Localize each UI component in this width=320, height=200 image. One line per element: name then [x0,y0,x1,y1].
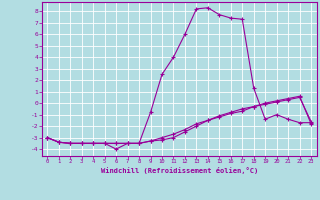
X-axis label: Windchill (Refroidissement éolien,°C): Windchill (Refroidissement éolien,°C) [100,167,258,174]
